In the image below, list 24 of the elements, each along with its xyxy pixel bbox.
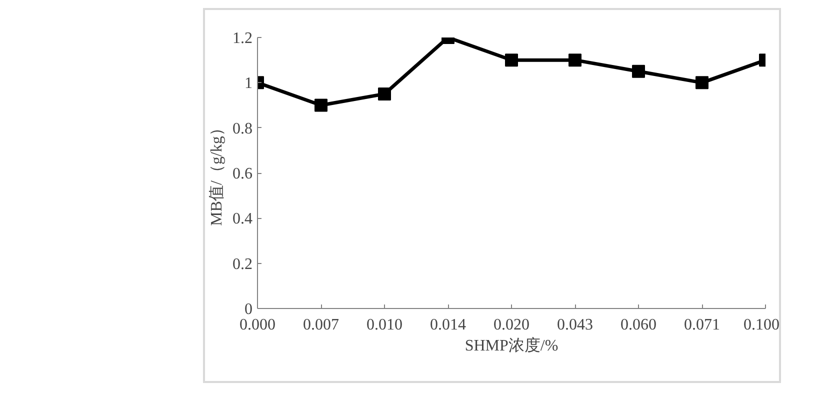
y-tick-label: 1.2	[232, 30, 252, 47]
x-axis-title: SHMP浓度/%	[464, 336, 558, 354]
point	[378, 87, 391, 100]
y-tick-label: 0.6	[232, 166, 252, 182]
x-tick-label: 0.007	[303, 316, 339, 334]
x-tick-label: 0.014	[430, 316, 466, 334]
y-tick-label: 1	[244, 75, 252, 92]
y-tick-label: 0.4	[232, 210, 252, 228]
point	[568, 54, 582, 67]
point	[632, 64, 645, 78]
x-tick-label: 0.100	[744, 316, 780, 334]
y-tick-label: 0	[244, 301, 252, 318]
x-tick-label: 0.020	[494, 316, 530, 334]
x-tick-label: 0.043	[557, 316, 593, 334]
y-tick-label: 0.8	[232, 120, 252, 138]
x-tick-label: 0.071	[684, 316, 720, 334]
y-tick-label: 0.2	[232, 256, 252, 273]
x-tick-label: 0.010	[366, 316, 402, 334]
x-tick-label: 0.060	[620, 316, 656, 334]
x-tick-label: 0.000	[240, 316, 276, 334]
point	[314, 98, 328, 112]
point	[696, 76, 708, 90]
y-axis-title: MB值/（g/kg）	[208, 120, 226, 226]
point	[505, 54, 518, 67]
